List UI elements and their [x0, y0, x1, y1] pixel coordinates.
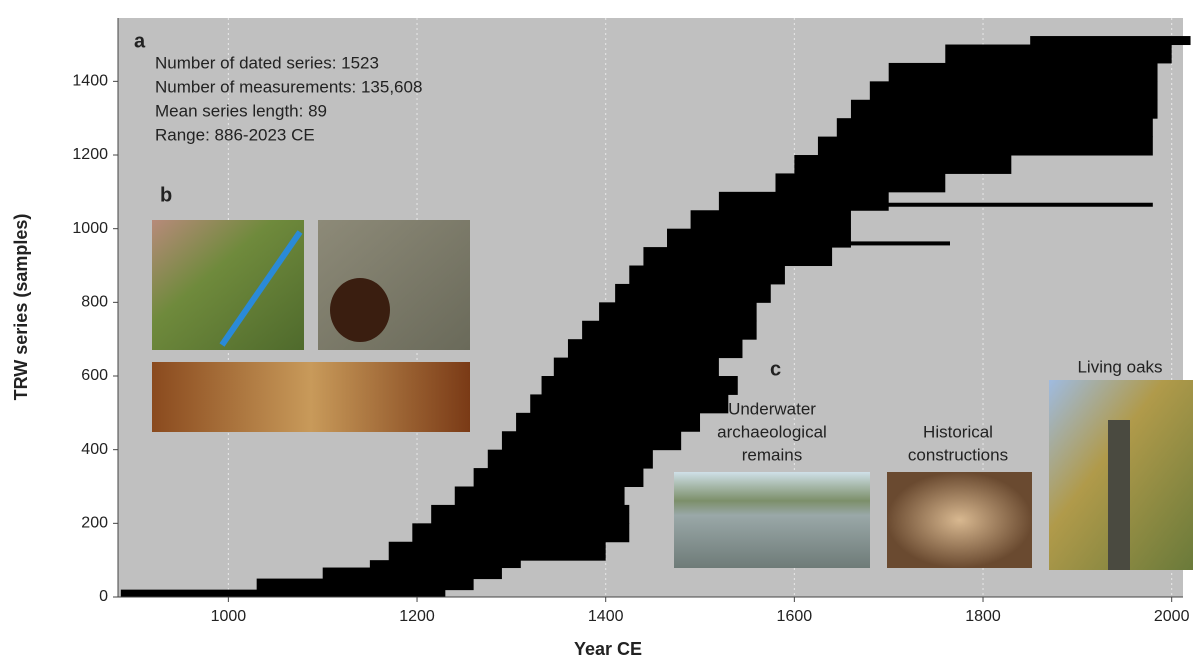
panel-label: a — [134, 30, 146, 52]
series-span — [488, 450, 653, 469]
series-span — [389, 542, 606, 561]
series-span — [121, 590, 445, 598]
series-span — [431, 505, 629, 524]
series-span — [719, 192, 889, 211]
series-span — [889, 63, 1158, 82]
series-span — [530, 394, 728, 413]
photo-caption: constructions — [908, 445, 1008, 464]
y-axis-label: TRW series (samples) — [11, 214, 31, 401]
series-span — [1030, 36, 1190, 45]
photo-detail — [330, 278, 390, 342]
series-span — [257, 579, 474, 591]
series-span — [794, 155, 1011, 174]
photo-caption: Historical — [923, 422, 993, 441]
y-tick-label: 600 — [81, 367, 108, 384]
series-span — [516, 413, 700, 432]
annotation: Number of dated series: 1523 — [155, 53, 379, 72]
series-span — [455, 487, 625, 506]
series-span — [846, 203, 1153, 207]
annotation: Number of measurements: 135,608 — [155, 77, 422, 96]
x-tick-label: 1200 — [399, 608, 435, 625]
x-tick-label: 1600 — [777, 608, 813, 625]
series-span — [870, 81, 1158, 100]
x-tick-label: 1400 — [588, 608, 624, 625]
photo-wood-section — [152, 362, 470, 432]
series-span — [412, 523, 629, 542]
y-tick-label: 1200 — [72, 146, 108, 163]
series-span — [542, 376, 738, 395]
series-span — [851, 100, 1158, 119]
series-span — [502, 431, 681, 450]
x-axis-label: Year CE — [574, 639, 642, 659]
series-span — [945, 45, 1171, 64]
series-span — [582, 321, 757, 340]
x-tick-label: 1800 — [965, 608, 1001, 625]
series-span — [323, 568, 502, 580]
photo-detail — [1108, 420, 1130, 570]
series-span — [691, 210, 851, 229]
series-span — [599, 302, 757, 321]
series-span — [568, 339, 743, 358]
x-tick-label: 1000 — [211, 608, 247, 625]
series-span — [615, 284, 771, 303]
y-tick-label: 1400 — [72, 73, 108, 90]
y-tick-label: 400 — [81, 441, 108, 458]
y-tick-label: 0 — [99, 588, 108, 605]
series-span — [775, 173, 945, 192]
series-span — [629, 266, 785, 285]
annotation: Range: 886-2023 CE — [155, 125, 315, 144]
y-tick-label: 1000 — [72, 220, 108, 237]
photo-coring — [152, 220, 304, 350]
series-span — [370, 560, 521, 568]
series-span — [818, 137, 1153, 156]
y-tick-label: 200 — [81, 515, 108, 532]
series-span — [643, 247, 832, 266]
annotation: Mean series length: 89 — [155, 101, 327, 120]
y-tick-label: 800 — [81, 294, 108, 311]
photo-caption: Living oaks — [1077, 357, 1162, 376]
panel-label: c — [770, 358, 781, 380]
series-span — [474, 468, 644, 487]
photo-construction — [887, 472, 1032, 568]
series-span — [672, 241, 950, 245]
photo-caption: archaeological — [717, 422, 827, 441]
panel-label: b — [160, 184, 172, 206]
chart: a b c Year CE TRW series (samples) 1000 1… — [0, 0, 1203, 662]
photo-underwater — [674, 472, 870, 568]
photo-caption: remains — [742, 445, 802, 464]
photo-caption: Underwater — [728, 399, 816, 418]
x-tick-label: 2000 — [1154, 608, 1190, 625]
series-span — [554, 358, 719, 377]
series-span — [837, 118, 1153, 137]
